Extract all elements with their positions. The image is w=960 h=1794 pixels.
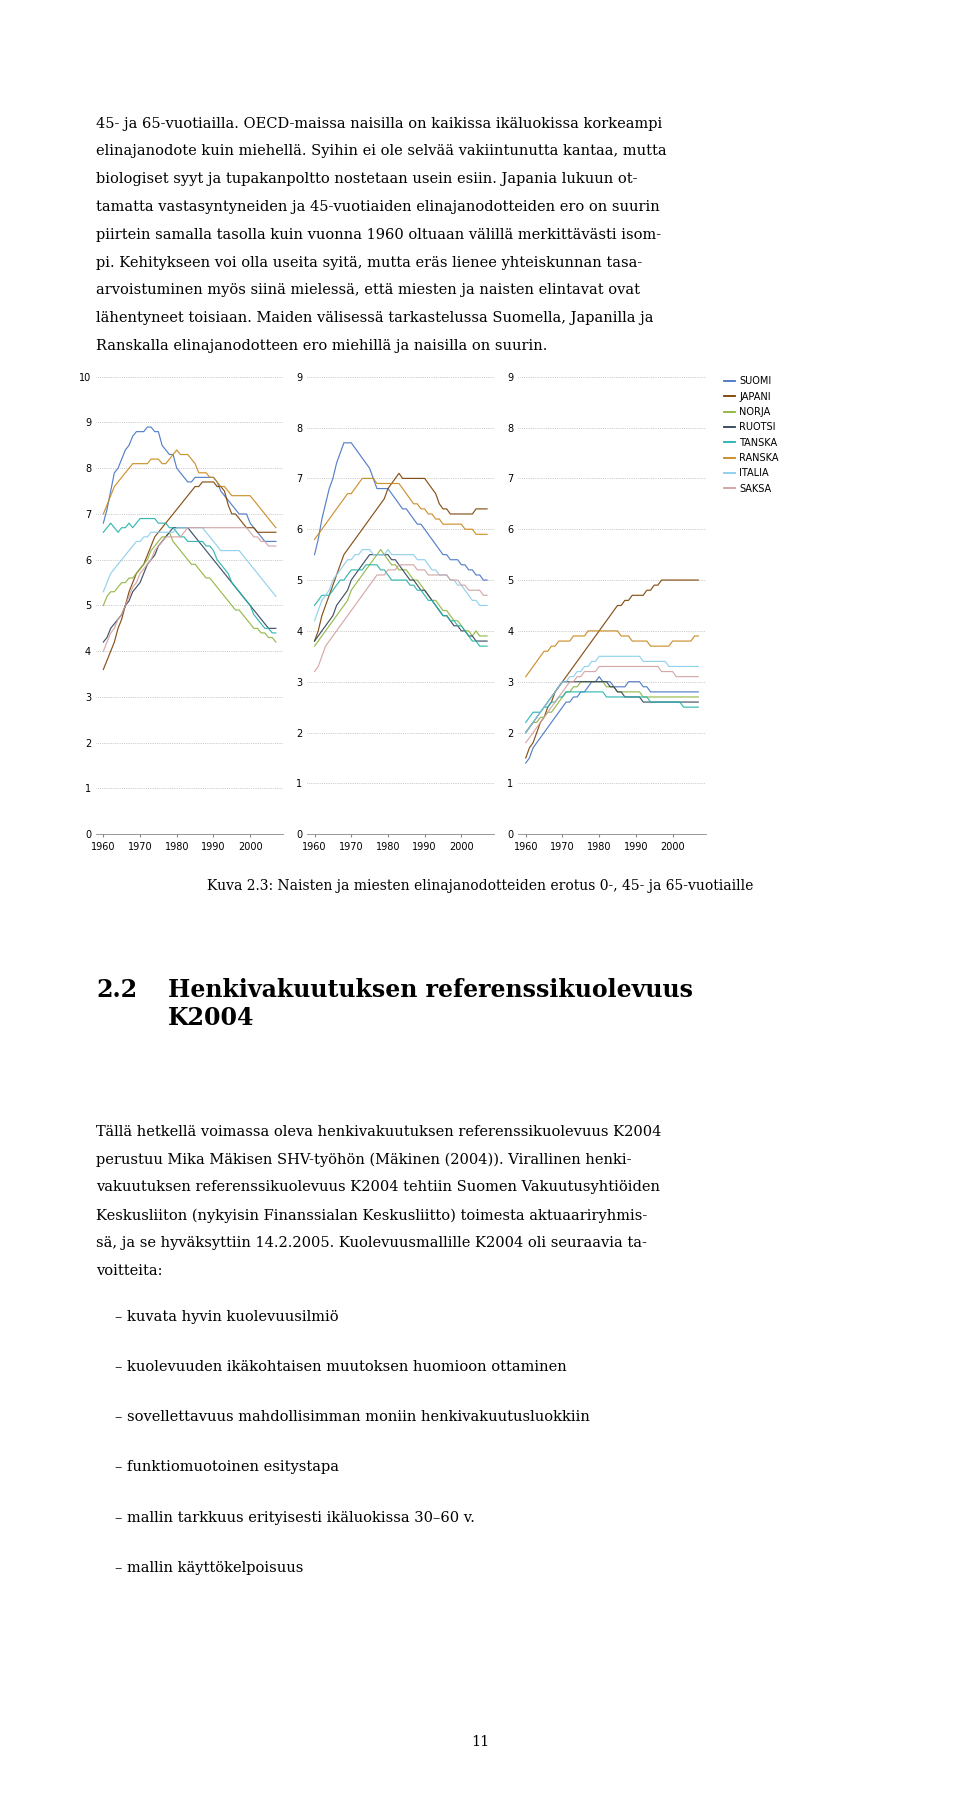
Text: Keskusliiton (nykyisin Finanssialan Keskusliitto) toimesta aktuaariryhmis-: Keskusliiton (nykyisin Finanssialan Kesk…	[96, 1209, 647, 1224]
Text: – funktiomuotoinen esitystapa: – funktiomuotoinen esitystapa	[115, 1460, 339, 1475]
Text: 45- ja 65-vuotiailla. OECD-maissa naisilla on kaikissa ikäluokissa korkeampi: 45- ja 65-vuotiailla. OECD-maissa naisil…	[96, 117, 662, 131]
Text: Ranskalla elinajanodotteen ero miehillä ja naisilla on suurin.: Ranskalla elinajanodotteen ero miehillä …	[96, 339, 547, 353]
Text: vakuutuksen referenssikuolevuus K2004 tehtiin Suomen Vakuutusyhtiöiden: vakuutuksen referenssikuolevuus K2004 te…	[96, 1180, 660, 1195]
Text: arvoistuminen myös siinä mielessä, että miesten ja naisten elintavat ovat: arvoistuminen myös siinä mielessä, että …	[96, 283, 640, 298]
Text: Kuva 2.3: Naisten ja miesten elinajanodotteiden erotus 0-, 45- ja 65-vuotiaille: Kuva 2.3: Naisten ja miesten elinajanodo…	[206, 879, 754, 893]
Text: biologiset syyt ja tupakanpoltto nostetaan usein esiin. Japania lukuun ot-: biologiset syyt ja tupakanpoltto nosteta…	[96, 172, 637, 187]
Text: – mallin käyttökelpoisuus: – mallin käyttökelpoisuus	[115, 1561, 303, 1575]
Text: pi. Kehitykseen voi olla useita syitä, mutta eräs lienee yhteiskunnan tasa-: pi. Kehitykseen voi olla useita syitä, m…	[96, 257, 642, 269]
Text: – mallin tarkkuus erityisesti ikäluokissa 30–60 v.: – mallin tarkkuus erityisesti ikäluokiss…	[115, 1511, 475, 1525]
Text: – kuvata hyvin kuolevuusilmiö: – kuvata hyvin kuolevuusilmiö	[115, 1310, 339, 1324]
Text: – kuolevuuden ikäkohtaisen muutoksen huomioon ottaminen: – kuolevuuden ikäkohtaisen muutoksen huo…	[115, 1360, 567, 1374]
Legend: SUOMI, JAPANI, NORJA, RUOTSI, TANSKA, RANSKA, ITALIA, SAKSA: SUOMI, JAPANI, NORJA, RUOTSI, TANSKA, RA…	[720, 373, 782, 497]
Text: Henkivakuutuksen referenssikuolevuus
K2004: Henkivakuutuksen referenssikuolevuus K20…	[168, 978, 693, 1030]
Text: Tällä hetkellä voimassa oleva henkivakuutuksen referenssikuolevuus K2004: Tällä hetkellä voimassa oleva henkivakuu…	[96, 1125, 661, 1139]
Text: voitteita:: voitteita:	[96, 1263, 162, 1277]
Text: piirtein samalla tasolla kuin vuonna 1960 oltuaan välillä merkittävästi isom-: piirtein samalla tasolla kuin vuonna 196…	[96, 228, 661, 242]
Text: 11: 11	[470, 1735, 490, 1749]
Text: perustuu Mika Mäkisen SHV-työhön (Mäkinen (2004)). Virallinen henki-: perustuu Mika Mäkisen SHV-työhön (Mäkine…	[96, 1154, 632, 1168]
Text: sä, ja se hyväksyttiin 14.2.2005. Kuolevuusmallille K2004 oli seuraavia ta-: sä, ja se hyväksyttiin 14.2.2005. Kuolev…	[96, 1236, 647, 1250]
Text: tamatta vastasyntyneiden ja 45-vuotiaiden elinajanodotteiden ero on suurin: tamatta vastasyntyneiden ja 45-vuotiaide…	[96, 201, 660, 213]
Text: elinajanodote kuin miehellä. Syihin ei ole selvää vakiintunutta kantaa, mutta: elinajanodote kuin miehellä. Syihin ei o…	[96, 145, 666, 158]
Text: lähentyneet toisiaan. Maiden välisessä tarkastelussa Suomella, Japanilla ja: lähentyneet toisiaan. Maiden välisessä t…	[96, 312, 654, 325]
Text: – sovellettavuus mahdollisimman moniin henkivakuutusluokkiin: – sovellettavuus mahdollisimman moniin h…	[115, 1410, 590, 1424]
Text: 2.2: 2.2	[96, 978, 137, 1001]
